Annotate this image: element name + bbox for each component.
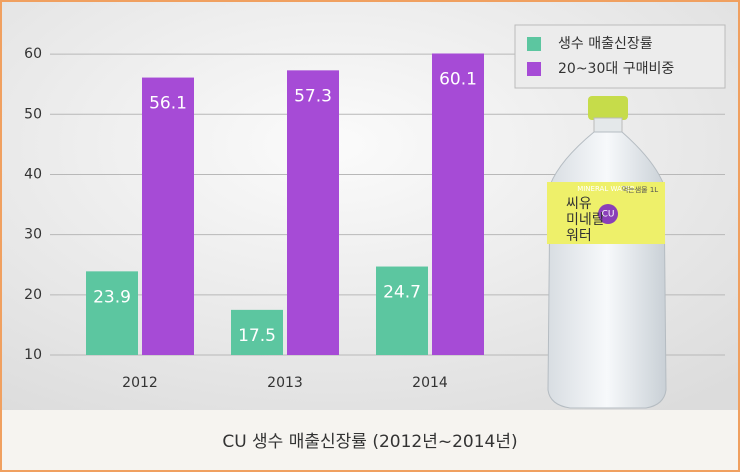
y-tick-label: 60 — [24, 46, 42, 62]
y-tick-label: 20 — [24, 287, 42, 303]
bar — [376, 266, 428, 355]
bottle-label: 미네랄 — [566, 212, 605, 228]
bottle-label: 먹는샘물 1L — [622, 185, 658, 194]
legend-label: 생수 매출신장률 — [558, 36, 653, 52]
bar — [432, 53, 484, 356]
value-label: 56.1 — [149, 94, 187, 114]
bottle-label: 씨유 — [566, 196, 592, 212]
x-tick-label: 2013 — [267, 375, 303, 391]
y-tick-label: 30 — [24, 227, 42, 243]
legend-box — [514, 24, 726, 89]
bar — [86, 271, 138, 355]
y-tick-label: 40 — [24, 166, 42, 182]
legend-label: 20~30대 구매비중 — [558, 61, 674, 77]
value-label: 17.5 — [238, 326, 276, 346]
bottle-label: CU — [602, 210, 615, 220]
x-tick-label: 2014 — [412, 375, 448, 391]
chart-title: CU 생수 매출신장률 (2012년~2014년) — [222, 432, 517, 452]
value-label: 24.7 — [383, 283, 421, 303]
bar — [287, 70, 339, 355]
legend-swatch — [527, 62, 541, 76]
x-tick-label: 2012 — [122, 375, 158, 391]
value-label: 60.1 — [439, 69, 477, 89]
bottle-label: MINERAL WATER — [577, 185, 635, 193]
bottle-label: 워터 — [566, 228, 592, 244]
y-tick-label: 50 — [24, 106, 42, 122]
bar — [142, 77, 194, 355]
legend-swatch — [527, 37, 541, 51]
y-tick-label: 10 — [24, 347, 42, 363]
value-label: 23.9 — [93, 287, 131, 307]
bar — [231, 309, 283, 355]
value-label: 57.3 — [294, 86, 332, 106]
